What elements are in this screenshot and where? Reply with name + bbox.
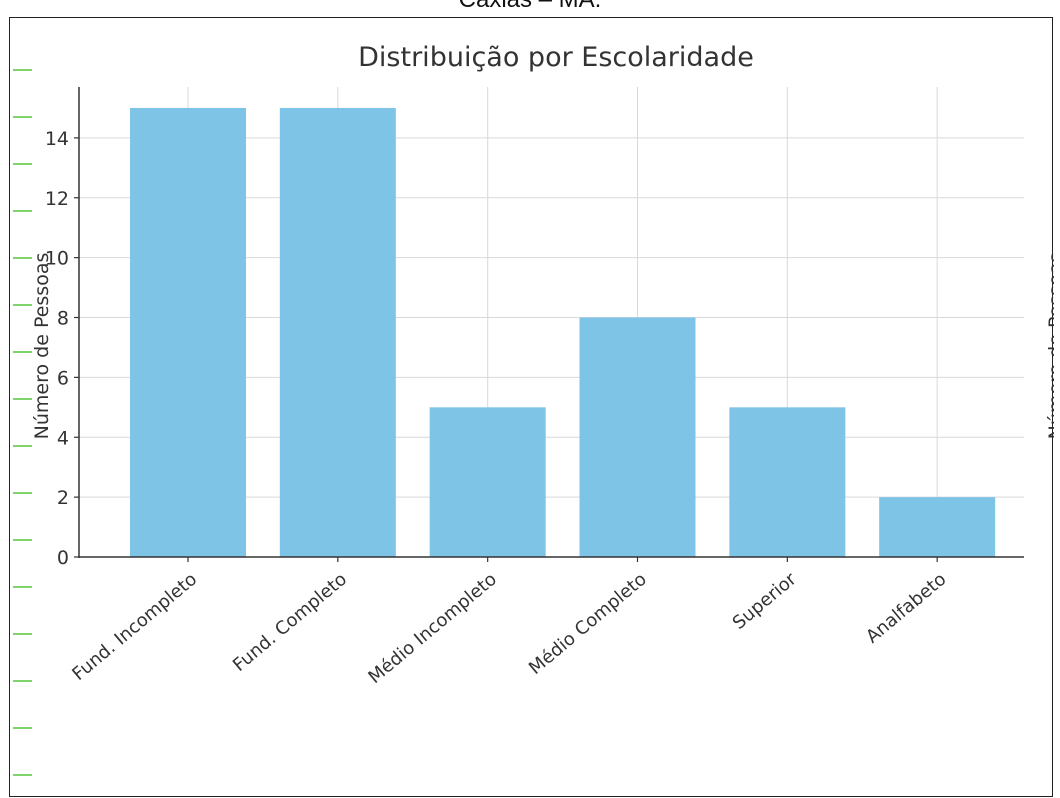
bar-fund-completo	[279, 107, 396, 557]
y-tick-labels: 0 2 4 6 8 10 12 14	[45, 128, 69, 569]
y-tick-label: 12	[45, 188, 69, 210]
x-tick-label: Médio Incompleto	[364, 569, 500, 688]
left-margin-marks	[13, 69, 32, 776]
bars	[130, 107, 996, 557]
y-tick-label: 2	[57, 487, 69, 509]
y-tick-label: 6	[57, 367, 69, 389]
right-y-axis-label: Número de Pessoas	[1045, 253, 1054, 440]
x-tick-labels: Fund. Incompleto Fund. Completo Médio Inco…	[68, 568, 950, 688]
chart-frame: 0 2 4 6 8 10 12 14 Fund. Incompleto Fund. Comple…	[9, 17, 1054, 797]
bar-superior	[729, 407, 846, 557]
y-tick-label: 10	[45, 248, 69, 270]
bar-analfabeto	[879, 497, 996, 557]
y-tick-label: 14	[45, 128, 69, 150]
x-tick-label: Fund. Completo	[229, 569, 351, 676]
bar-chart: 0 2 4 6 8 10 12 14 Fund. Incompleto Fund. Comple…	[13, 42, 1054, 776]
x-tick-label: Fund. Incompleto	[68, 569, 201, 685]
y-tick-label: 0	[57, 547, 69, 569]
x-tick-label: Superior	[729, 568, 801, 633]
bar-m-dio-completo	[579, 317, 696, 557]
x-tick-label: Analfabeto	[862, 569, 950, 648]
y-axis-label: Número de Pessoas	[31, 253, 53, 440]
bar-m-dio-incompleto	[429, 407, 546, 557]
x-tick-label: Médio Completo	[525, 569, 651, 679]
page-caption: Caxias – MA.	[0, 0, 1060, 14]
y-tick-label: 8	[57, 308, 69, 330]
y-tick-label: 4	[57, 427, 69, 449]
axes	[74, 87, 1024, 562]
bar-fund-incompleto	[130, 107, 246, 557]
chart-title: Distribuição por Escolaridade	[358, 42, 754, 73]
